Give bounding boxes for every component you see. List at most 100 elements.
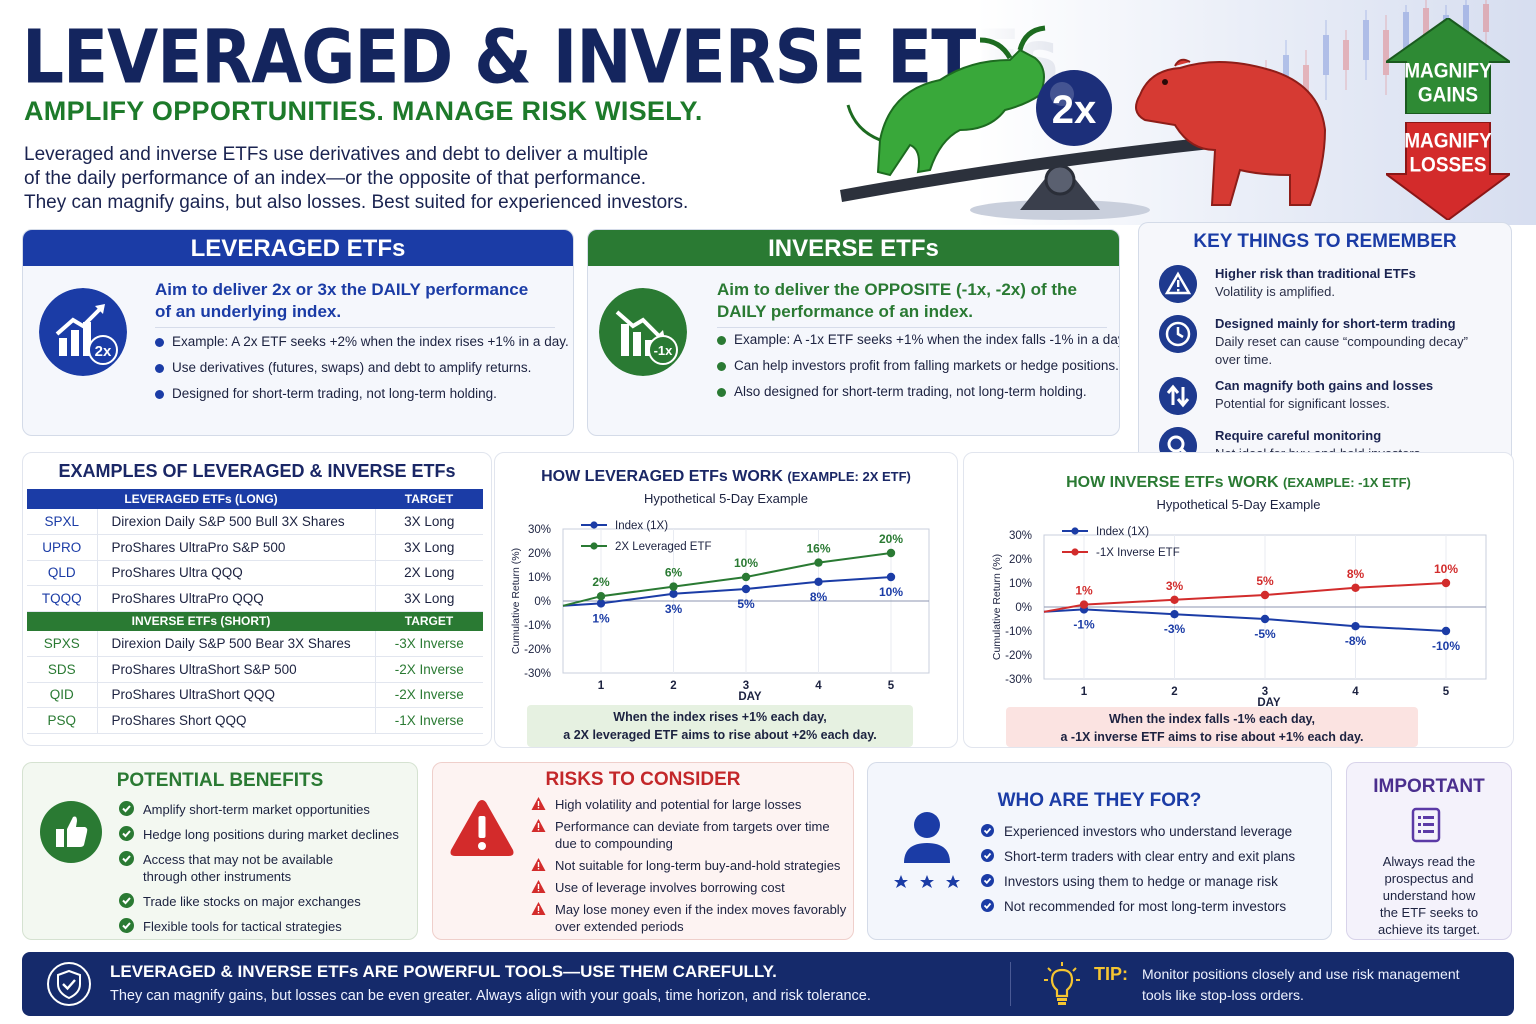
- column-header: TARGET: [375, 489, 483, 509]
- x-tick-label: 5: [888, 680, 895, 692]
- target-cell: -3X Inverse: [375, 631, 483, 657]
- leveraged-lead-line: of an underlying index.: [155, 302, 342, 321]
- inverse-lead-line: Aim to deliver the OPPOSITE (-1x, -2x) o…: [717, 280, 1077, 299]
- divider: [717, 327, 1107, 328]
- footer-headline: LEVERAGED & INVERSE ETFs ARE POWERFUL TO…: [110, 962, 777, 981]
- data-label: 6%: [665, 566, 683, 580]
- benefit-text: Trade like stocks on major exchanges: [143, 894, 361, 909]
- series-line: [562, 576, 892, 607]
- series-line: [1043, 608, 1447, 632]
- important-line: prospectus and: [1384, 871, 1474, 886]
- intro-text: Leveraged and inverse ETFs use derivativ…: [24, 143, 724, 215]
- data-point: [1170, 610, 1179, 619]
- key-item-detail: over time.: [1215, 352, 1273, 367]
- chart-title-suffix: (EXAMPLE: 2X ETF): [787, 469, 911, 484]
- tip-label: TIP:: [1094, 964, 1128, 984]
- x-axis-label: DAY: [1257, 697, 1281, 709]
- table-row: QLD ProShares Ultra QQQ 2X Long: [27, 560, 483, 586]
- intro-line: They can magnify gains, but also losses.…: [24, 192, 689, 213]
- y-tick-label: -10%: [1005, 626, 1032, 638]
- y-tick-label: 10%: [1009, 578, 1032, 590]
- y-tick-label: 0%: [1015, 602, 1032, 614]
- investor-icon: [894, 812, 960, 888]
- y-axis-label: Cumulative Return (%): [510, 548, 522, 654]
- chart-subtitle: Hypothetical 5-Day Example: [1156, 497, 1321, 512]
- risk-text: Performance can deviate from targets ove…: [555, 819, 830, 834]
- check-icon: [981, 849, 994, 862]
- list-item: Use of leverage involves borrowing cost: [531, 879, 851, 896]
- chart-title: HOW INVERSE ETFs WORK (EXAMPLE: -1X ETF): [964, 474, 1513, 492]
- table-row: SPXS Direxion Daily S&P 500 Bear 3X Share…: [27, 631, 483, 657]
- magnify-gains-line: MAGNIFY: [1404, 59, 1492, 83]
- x-tick-label: 4: [1352, 686, 1359, 698]
- bull-illustration: [846, 25, 1046, 177]
- target-cell: 3X Long: [375, 534, 483, 561]
- tip-line: Monitor positions closely and use risk m…: [1142, 966, 1460, 982]
- chart-title-suffix: (EXAMPLE: -1X ETF): [1283, 475, 1411, 490]
- warning-icon: [1159, 265, 1197, 303]
- data-point: [596, 592, 606, 601]
- x-tick-label: 2: [670, 680, 676, 692]
- inverse-lead-line: DAILY performance of an index.: [717, 302, 974, 321]
- legend-label: Index (1X): [1096, 526, 1149, 538]
- list-item: Experienced investors who understand lev…: [980, 823, 1325, 840]
- chart-note-line: When the index rises +1% each day,: [613, 710, 827, 724]
- ticker-cell: QID: [27, 682, 97, 708]
- legend-marker: [1071, 548, 1079, 556]
- data-point: [886, 548, 896, 558]
- data-label: 1%: [1075, 584, 1093, 598]
- inverse-chart-panel: HOW INVERSE ETFs WORK (EXAMPLE: -1X ETF)…: [963, 452, 1514, 748]
- chart-subtitle: Hypothetical 5-Day Example: [643, 491, 809, 506]
- x-tick-label: 5: [1443, 686, 1450, 698]
- risk-text: Not suitable for long-term buy-and-hold …: [555, 858, 841, 873]
- etf-examples-table: LEVERAGED ETFs (LONG) TARGET SPXL Direxio…: [27, 489, 483, 734]
- table-row: TQQQ ProShares UltraPro QQQ 3X Long: [27, 585, 483, 612]
- legend-marker: [590, 521, 598, 529]
- chart-title-main: HOW LEVERAGED ETFs WORK: [541, 468, 783, 485]
- warning-icon: [531, 858, 546, 871]
- risk-text: Use of leverage involves borrowing cost: [555, 880, 785, 895]
- inverse-icon-badge: -1x: [654, 343, 674, 358]
- y-tick-label: 20%: [528, 548, 551, 560]
- benefits-title: POTENTIAL BENEFITS: [116, 770, 324, 791]
- important-line: Always read the: [1382, 854, 1476, 869]
- risks-list: High volatility and potential for large …: [531, 796, 851, 935]
- list-item: Not recommended for most long-term inves…: [980, 898, 1325, 915]
- lightbulb-icon: [1044, 962, 1080, 1005]
- data-point: [1441, 578, 1451, 588]
- 2x-ball-icon: [1036, 70, 1112, 146]
- key-item-detail: Daily reset can cause “compounding decay…: [1215, 334, 1468, 349]
- magnify-gains-label: MAGNIFY GAINS: [1386, 60, 1510, 108]
- x-axis-label: DAY: [738, 691, 762, 703]
- inverse-lead: Aim to deliver the OPPOSITE (-1x, -2x) o…: [717, 279, 1077, 323]
- data-label: 10%: [1434, 562, 1458, 576]
- warning-icon: [531, 819, 546, 832]
- y-tick-label: -10%: [524, 620, 551, 632]
- ticker-cell: TQQQ: [27, 585, 97, 612]
- data-label: 8%: [810, 590, 828, 604]
- data-point: [1441, 626, 1451, 636]
- inverse-chart-icon: -1x: [599, 288, 687, 376]
- list-item: Performance can deviate from targets ove…: [531, 818, 851, 852]
- y-tick-label: 0%: [534, 596, 551, 608]
- examples-panel: EXAMPLES OF LEVERAGED & INVERSE ETFs LEV…: [22, 452, 492, 746]
- shield-check-icon: [47, 962, 91, 1006]
- who-panel: WHO ARE THEY FOR? Experienced investors …: [867, 762, 1332, 940]
- key-item-detail: Volatility is amplified.: [1215, 284, 1335, 299]
- bear-illustration: [1135, 58, 1327, 206]
- risks-title: RISKS TO CONSIDER: [545, 769, 741, 790]
- data-label: 3%: [665, 602, 683, 616]
- footer-banner: LEVERAGED & INVERSE ETFs ARE POWERFUL TO…: [22, 952, 1514, 1016]
- check-icon: [119, 851, 134, 866]
- table-row: UPRO ProShares UltraPro S&P 500 3X Long: [27, 534, 483, 561]
- who-list: Experienced investors who understand lev…: [980, 823, 1325, 915]
- key-things-panel: KEY THINGS TO REMEMBER Higher risk than …: [1138, 222, 1512, 467]
- footer-separator: [1010, 962, 1011, 1006]
- list-item: Trade like stocks on major exchanges: [119, 893, 411, 910]
- data-point: [814, 558, 823, 567]
- who-text: Not recommended for most long-term inves…: [1004, 899, 1287, 914]
- data-label: 10%: [879, 585, 903, 599]
- fund-name-cell: ProShares UltraPro QQQ: [96, 585, 376, 612]
- list-item: Short-term traders with clear entry and …: [980, 848, 1325, 865]
- target-cell: -2X Inverse: [375, 682, 483, 708]
